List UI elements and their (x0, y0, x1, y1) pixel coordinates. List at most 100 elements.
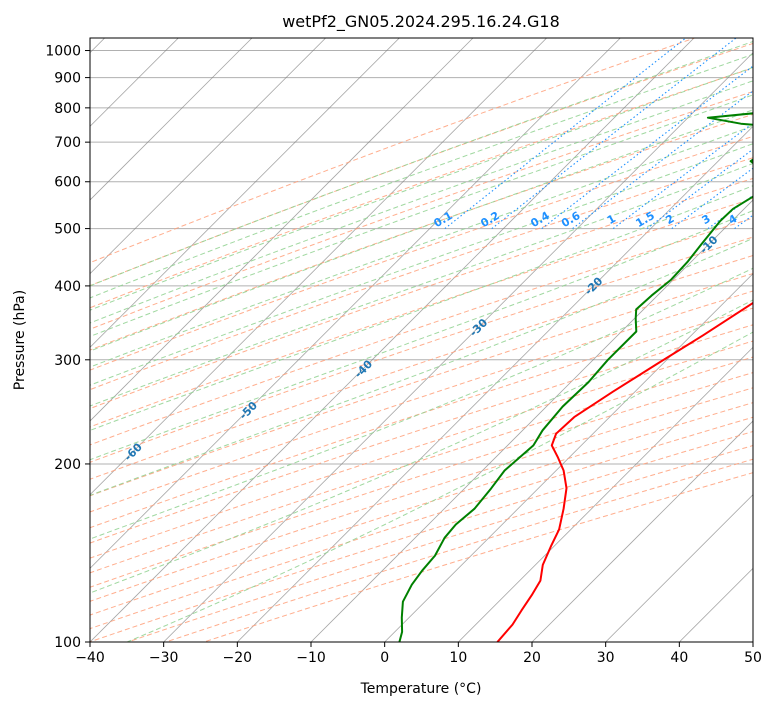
isotherm-label: -20 (582, 274, 605, 297)
mixing-ratio-line (646, 148, 753, 230)
dry-adiabat (90, 38, 697, 264)
mixing-ratio-label: 0.1 (432, 209, 455, 230)
isotherm-line (458, 346, 753, 642)
moist-adiabat (90, 162, 753, 407)
dry-adiabat (90, 177, 753, 410)
mixing-ratio-label: 1.5 (634, 209, 657, 230)
dry-adiabat (90, 416, 753, 630)
isotherm-line (90, 38, 621, 569)
mixing-ratio-label: 2 (663, 212, 676, 227)
isotherm-label: -40 (352, 357, 375, 380)
x-axis-label: Temperature (°C) (360, 681, 482, 697)
isotherm-line (310, 199, 753, 642)
dry-adiabat (90, 254, 753, 480)
mixing-ratio-line (612, 122, 753, 230)
axes: −40 −30 −20 −10 0 10 20 30 40 50 1000 900 800 700 600 5… (45, 44, 762, 666)
x-tick-label: −30 (149, 650, 179, 666)
series-layer (398, 112, 753, 642)
x-tick-label: −20 (223, 650, 253, 666)
x-tick-label: −40 (75, 650, 105, 666)
moist-adiabat (90, 53, 753, 299)
dry-adiabat (90, 157, 753, 391)
moist-adiabat (90, 299, 753, 594)
isotherm-label: -30 (467, 316, 490, 339)
isotherm-line (237, 125, 753, 642)
moist-adiabat (127, 331, 753, 642)
mixing-ratio-line (444, 38, 687, 230)
isotherm-line (163, 52, 753, 642)
isotherm-line (90, 38, 547, 496)
dry-adiabat (90, 372, 753, 588)
x-tick-label: 40 (670, 650, 688, 666)
dry-adiabat (90, 236, 753, 463)
dry-adiabat (90, 324, 753, 544)
moist-adiabat (90, 210, 753, 461)
isotherm-line (90, 38, 253, 201)
mixing-ratio-label: 3 (700, 212, 713, 227)
dry-adiabat (90, 387, 753, 602)
y-tick-label: 600 (54, 175, 81, 191)
moist-adiabat (90, 267, 753, 540)
isotherm-line (384, 273, 753, 642)
isotherm-line (90, 38, 474, 422)
x-tick-label: −10 (296, 650, 326, 666)
y-tick-label: 400 (54, 279, 81, 295)
mixing-ratio-label: 0.4 (528, 209, 552, 230)
isotherm-label: -70 (7, 482, 30, 505)
y-tick-label: 1000 (45, 44, 81, 60)
y-tick-label: 100 (54, 635, 81, 651)
y-tick-label: 200 (54, 457, 81, 473)
moist-adiabat (90, 185, 753, 431)
dry-adiabat (90, 340, 753, 559)
x-tick-label: 50 (744, 650, 762, 666)
isotherm-line (605, 494, 753, 642)
moist-adiabat (90, 94, 753, 338)
y-tick-label: 900 (54, 71, 81, 87)
x-tick-label: 10 (449, 650, 467, 666)
moist-adiabat (90, 109, 753, 352)
isotherm-label: -10 (697, 233, 720, 256)
temperature-profile-line (496, 301, 753, 642)
dry-adiabat (90, 67, 753, 309)
x-tick-label: 20 (523, 650, 541, 666)
dry-adiabat (90, 290, 753, 513)
isotherm-line (90, 38, 326, 275)
grid-layer (90, 50, 753, 642)
moist-adiabat (90, 125, 753, 368)
dry-adiabat (90, 42, 753, 287)
y-tick-label: 300 (54, 353, 81, 369)
moist-adiabat (90, 40, 753, 287)
isotherm-line (90, 38, 400, 348)
moist-adiabat (90, 143, 753, 386)
mixing-ratio-line (572, 90, 753, 230)
dry-adiabat (90, 402, 753, 616)
y-tick-label: 700 (54, 135, 81, 151)
isotherm-line (531, 420, 753, 642)
plot-frame (89, 37, 754, 643)
isotherm-line (752, 641, 753, 642)
dry-adiabat (90, 307, 753, 529)
moist-adiabat (90, 237, 753, 496)
dry-adiabat (90, 135, 753, 371)
dry-adiabat (90, 217, 753, 446)
dry-adiabat (90, 90, 753, 330)
dry-adiabat (90, 113, 753, 351)
dry-adiabat (90, 198, 753, 428)
x-tick-label: 0 (380, 650, 389, 666)
mixing-ratio-label: 6 (765, 212, 775, 227)
y-tick-label: 800 (54, 101, 81, 117)
mixing-ratio-line (491, 38, 737, 230)
y-tick-label: 500 (54, 222, 81, 238)
isotherm-line (90, 38, 695, 642)
chart-title: wetPf2_GN05.2024.295.16.24.G18 (282, 12, 560, 32)
x-tick-label: 30 (597, 650, 615, 666)
y-axis-label: Pressure (hPa) (12, 290, 28, 390)
background-lines (90, 38, 753, 642)
dewpoint-profile-line (398, 112, 753, 642)
dry-adiabat (90, 272, 753, 497)
mixing-ratio-line (541, 65, 753, 230)
dry-adiabat (90, 430, 753, 642)
moist-adiabat (90, 80, 753, 324)
dry-adiabat (90, 356, 753, 574)
